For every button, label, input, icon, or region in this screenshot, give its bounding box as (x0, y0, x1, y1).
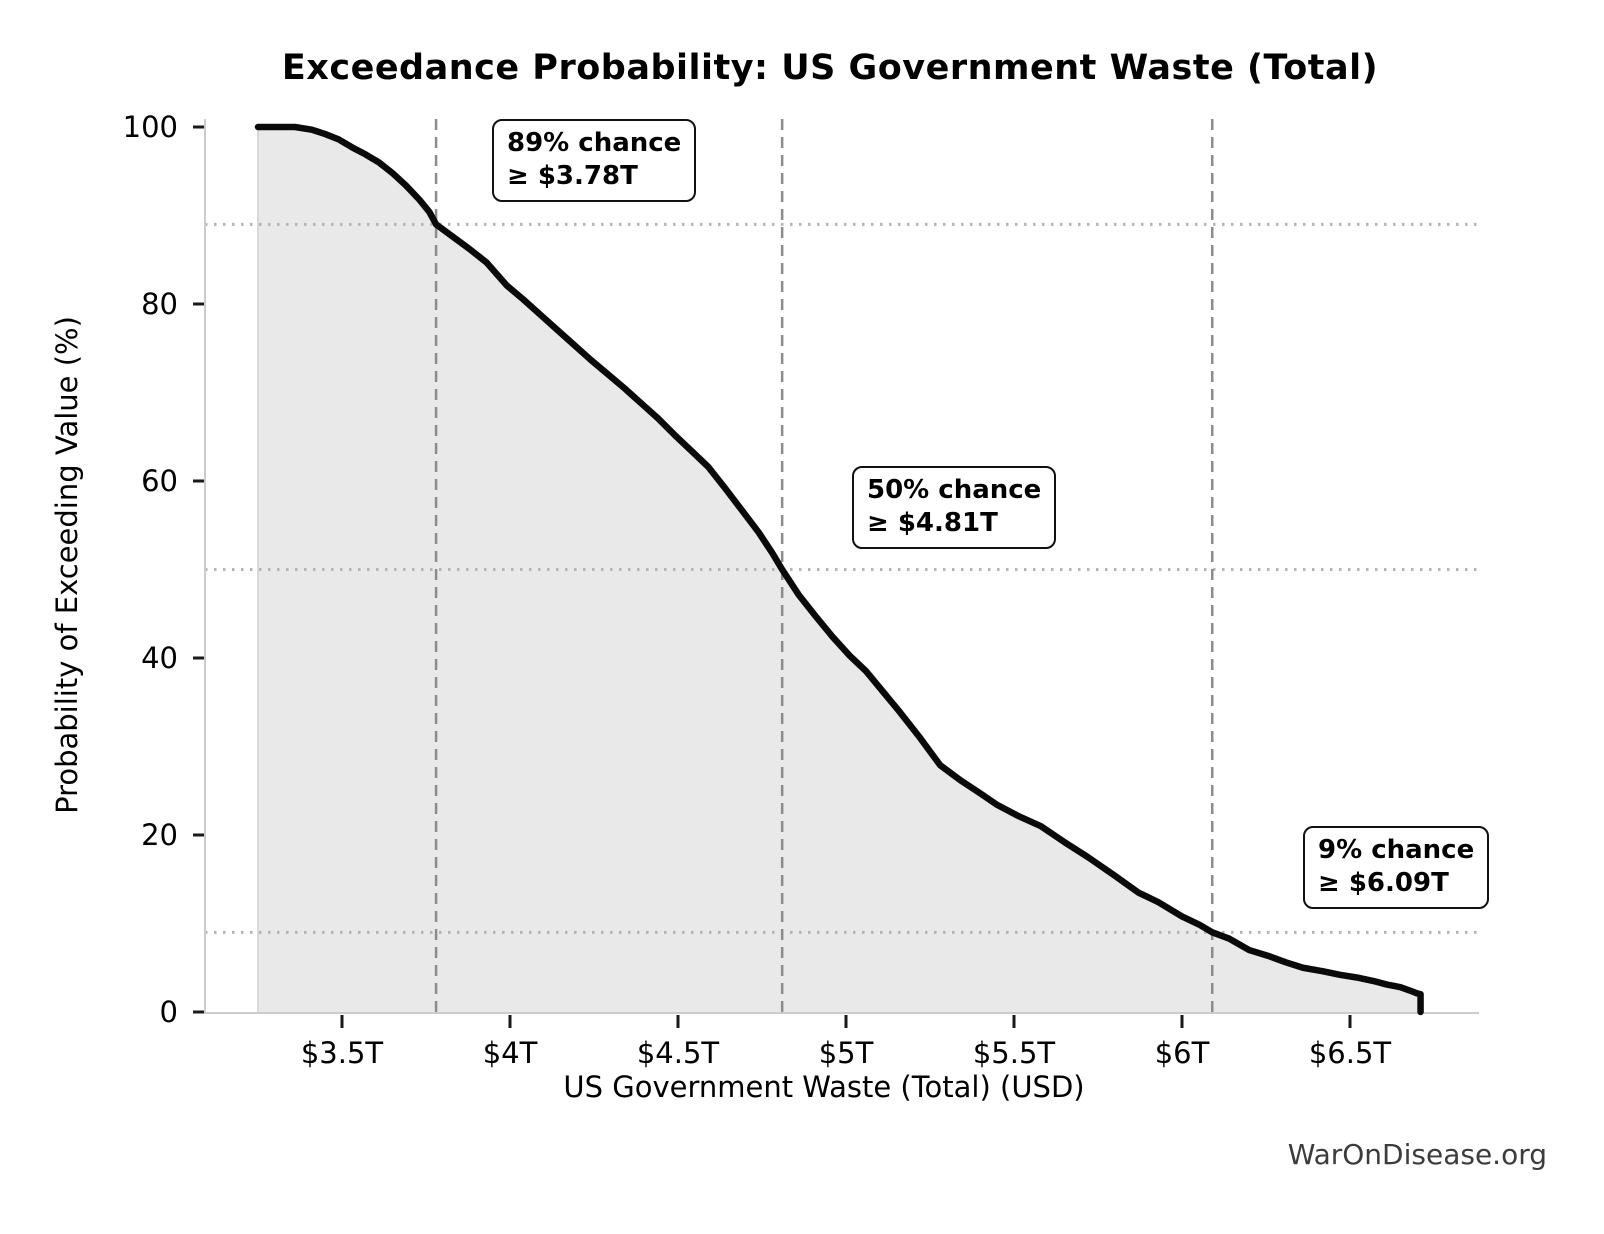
x-tick-label: $6.5T (1308, 1036, 1392, 1070)
annotation-9pct-chance: 9% chance (1318, 835, 1475, 865)
annotation-50pct: 50% chance ≥ $4.81T (852, 466, 1057, 549)
y-tick-label: 100 (122, 110, 178, 144)
annotation-89pct: 89% chance ≥ $3.78T (492, 119, 697, 202)
exceedance-curve (254, 123, 1424, 1016)
y-tick-label: 60 (141, 464, 178, 498)
x-tick-label: $6T (1154, 1036, 1210, 1070)
annotation-50pct-threshold: ≥ $4.81T (867, 508, 998, 538)
annotation-9pct-threshold: ≥ $6.09T (1318, 868, 1449, 898)
x-axis-label: US Government Waste (Total) (USD) (563, 1070, 1085, 1104)
annotation-89pct-chance: 89% chance (507, 128, 682, 158)
annotation-9pct: 9% chance ≥ $6.09T (1303, 826, 1490, 909)
x-tick-label: $4T (482, 1036, 538, 1070)
x-tick-label: $4.5T (636, 1036, 720, 1070)
chart-title: Exceedance Probability: US Government Wa… (281, 48, 1379, 88)
y-tick-label: 0 (159, 995, 178, 1029)
x-tick-label: $3.5T (300, 1036, 384, 1070)
annotation-50pct-chance: 50% chance (867, 475, 1042, 505)
y-axis-label: Probability of Exceeding Value (%) (50, 316, 84, 814)
annotation-89pct-threshold: ≥ $3.78T (507, 161, 638, 191)
watermark: WarOnDisease.org (1287, 1138, 1547, 1171)
y-tick-label: 20 (141, 818, 178, 852)
x-tick-label: $5.5T (972, 1036, 1056, 1070)
y-tick-label: 40 (141, 641, 178, 675)
area-fill (258, 127, 1421, 1012)
x-tick-label: $5T (818, 1036, 874, 1070)
y-tick-label: 80 (141, 287, 178, 321)
